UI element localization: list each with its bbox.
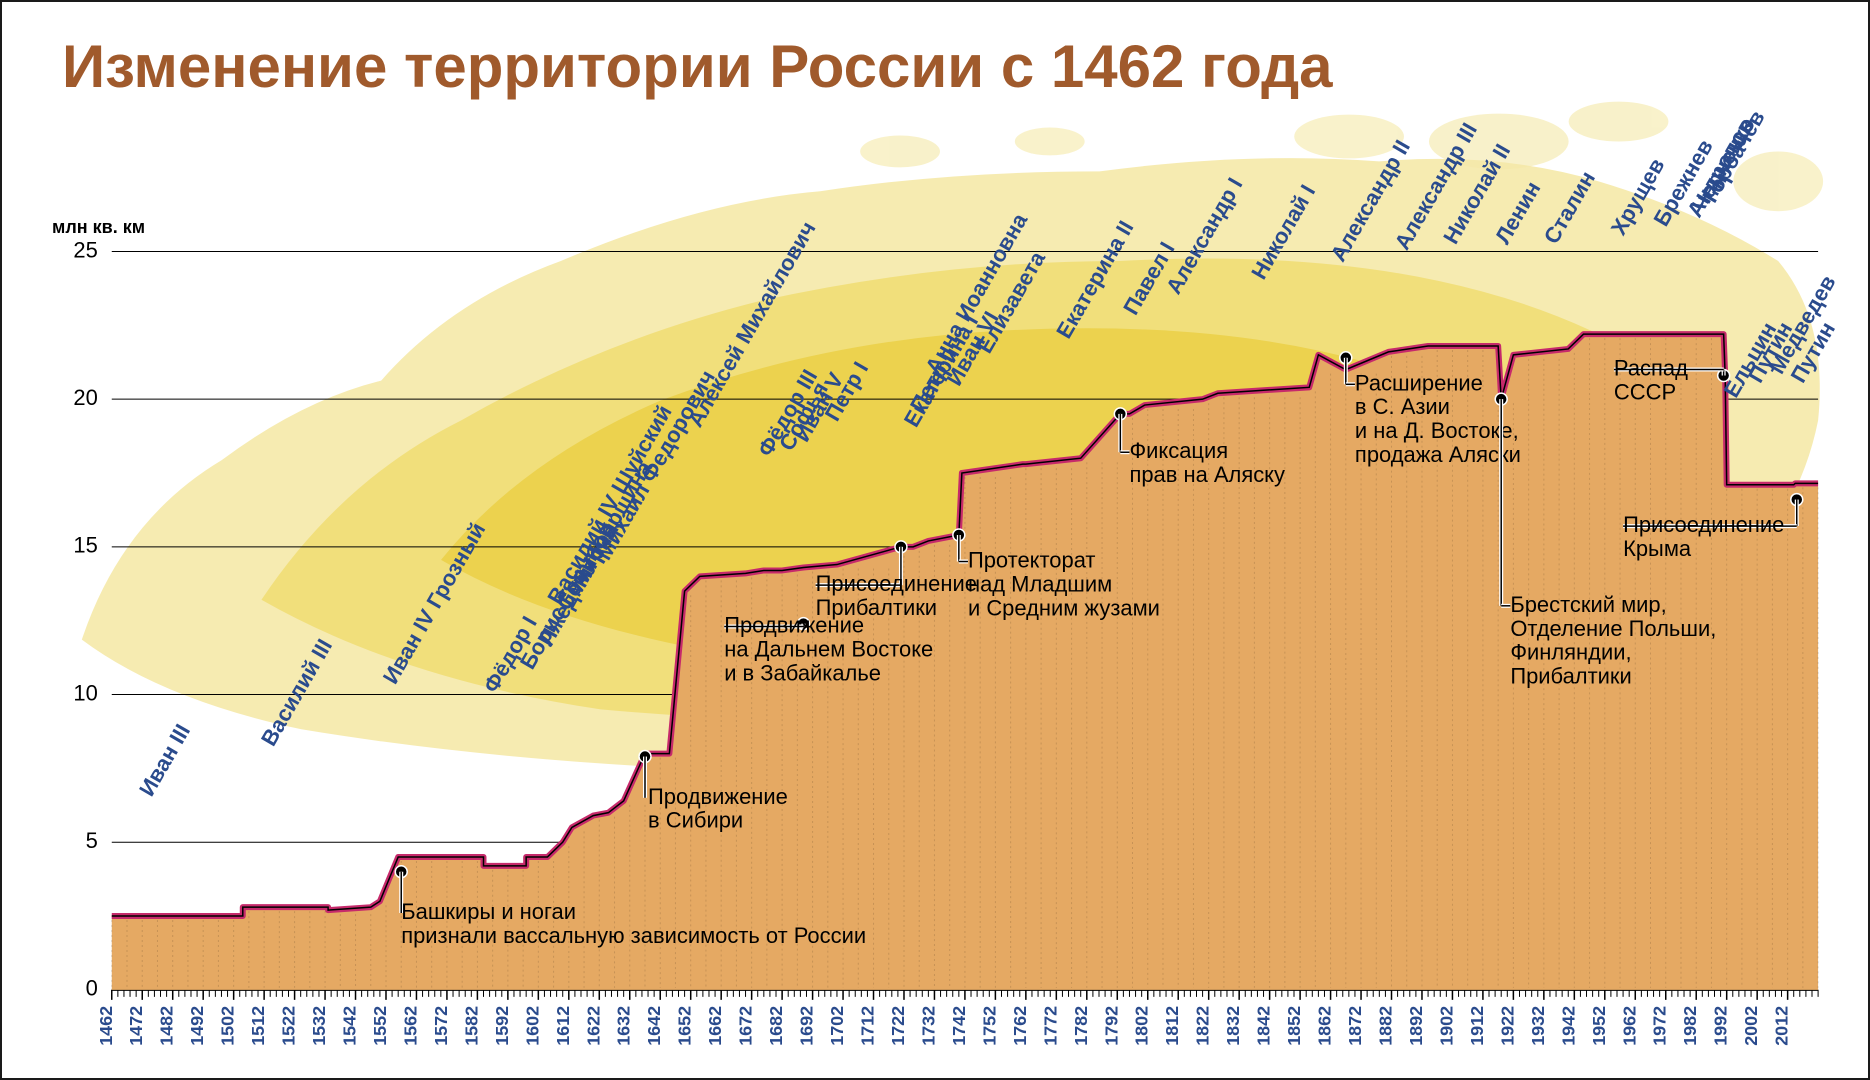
ruler-label: Екатерина II [1051,216,1138,342]
svg-text:1982: 1982 [1680,1006,1700,1046]
svg-text:1592: 1592 [492,1006,512,1046]
svg-text:1882: 1882 [1376,1006,1396,1046]
svg-text:1642: 1642 [644,1006,664,1046]
svg-text:1992: 1992 [1711,1006,1731,1046]
svg-text:1772: 1772 [1040,1006,1060,1046]
svg-text:25: 25 [73,237,97,262]
svg-text:1702: 1702 [827,1006,847,1046]
ruler-label: Николай I [1246,180,1320,283]
svg-text:2012: 2012 [1772,1006,1792,1046]
svg-text:1782: 1782 [1071,1006,1091,1046]
svg-text:1472: 1472 [126,1006,146,1046]
svg-text:1532: 1532 [309,1006,329,1046]
svg-text:1682: 1682 [766,1006,786,1046]
svg-text:1752: 1752 [979,1006,999,1046]
svg-text:1902: 1902 [1436,1006,1456,1046]
svg-text:1952: 1952 [1589,1006,1609,1046]
svg-text:1762: 1762 [1010,1006,1030,1046]
svg-text:1932: 1932 [1528,1006,1548,1046]
svg-text:1792: 1792 [1101,1006,1121,1046]
svg-text:1522: 1522 [279,1006,299,1046]
chart-title: Изменение территории России с 1462 года [62,32,1333,101]
ruler-label: Иван IV Грозный [378,518,491,688]
svg-text:1692: 1692 [797,1006,817,1046]
svg-text:1492: 1492 [187,1006,207,1046]
area-chart: 0 5 10 15 20 25 1462 1472 1482 1492 1502 1512 1522 15… [2,2,1868,1080]
svg-text:20: 20 [73,385,97,410]
svg-text:5: 5 [86,828,98,853]
svg-text:10: 10 [73,680,97,705]
svg-text:1712: 1712 [858,1006,878,1046]
ruler-label: Сталин [1539,167,1600,248]
y-axis-label: млн кв. км [52,217,145,238]
svg-text:1542: 1542 [340,1006,360,1046]
svg-text:1562: 1562 [400,1006,420,1046]
svg-text:1822: 1822 [1193,1006,1213,1046]
svg-text:1502: 1502 [218,1006,238,1046]
svg-text:1802: 1802 [1132,1006,1152,1046]
svg-text:1812: 1812 [1162,1006,1182,1046]
svg-text:1512: 1512 [248,1006,268,1046]
svg-text:1942: 1942 [1558,1006,1578,1046]
svg-text:1922: 1922 [1497,1006,1517,1046]
svg-text:1552: 1552 [370,1006,390,1046]
svg-text:1832: 1832 [1223,1006,1243,1046]
svg-text:1582: 1582 [461,1006,481,1046]
svg-text:0: 0 [86,976,98,1001]
svg-text:1842: 1842 [1254,1006,1274,1046]
svg-text:1892: 1892 [1406,1006,1426,1046]
svg-text:1742: 1742 [949,1006,969,1046]
svg-text:1602: 1602 [522,1006,542,1046]
svg-text:1572: 1572 [431,1006,451,1046]
svg-text:2002: 2002 [1741,1006,1761,1046]
svg-text:1962: 1962 [1619,1006,1639,1046]
svg-text:1722: 1722 [888,1006,908,1046]
svg-text:1862: 1862 [1315,1006,1335,1046]
ruler-label: Иван III [134,720,195,801]
svg-text:1622: 1622 [583,1006,603,1046]
svg-text:1872: 1872 [1345,1006,1365,1046]
ruler-label: Ленин [1490,177,1545,248]
svg-text:1612: 1612 [553,1006,573,1046]
svg-text:1852: 1852 [1284,1006,1304,1046]
svg-text:1732: 1732 [918,1006,938,1046]
svg-text:15: 15 [73,533,97,558]
svg-text:1672: 1672 [736,1006,756,1046]
ruler-label: Александр I [1161,173,1248,298]
svg-text:1662: 1662 [705,1006,725,1046]
svg-text:1632: 1632 [614,1006,634,1046]
svg-text:1912: 1912 [1467,1006,1487,1046]
svg-text:1972: 1972 [1650,1006,1670,1046]
svg-text:1482: 1482 [157,1006,177,1046]
svg-text:1462: 1462 [96,1006,116,1046]
ruler-label: Василий III [256,635,337,751]
svg-text:1652: 1652 [675,1006,695,1046]
